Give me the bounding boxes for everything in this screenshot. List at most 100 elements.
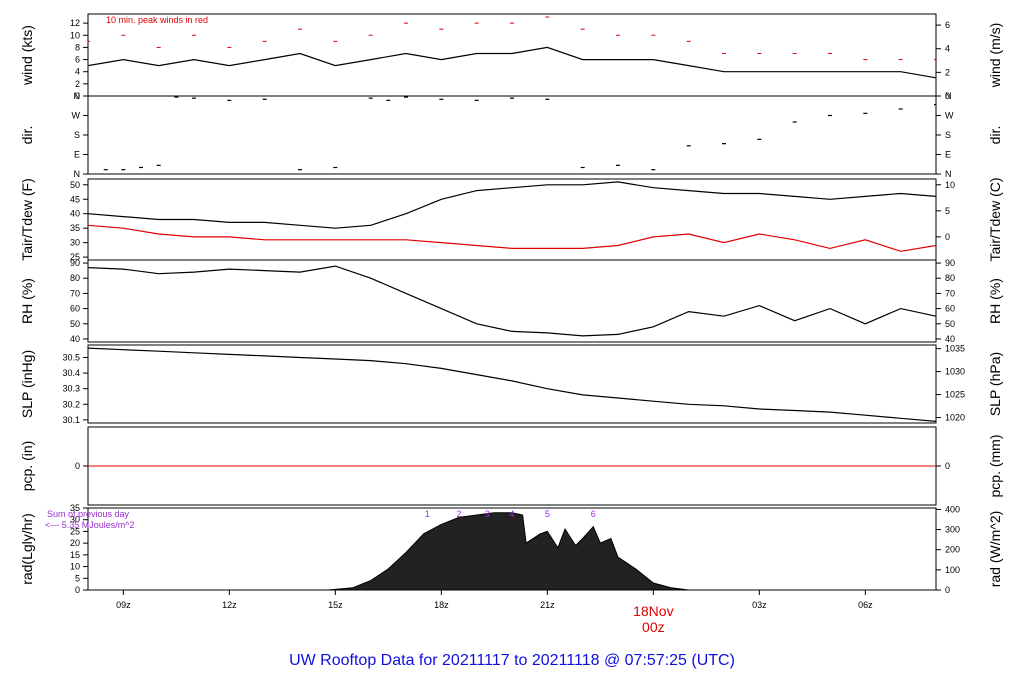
panel-dir-tick-label: N [945,169,952,179]
air-temperature-line [88,181,936,229]
panel-rh-ylabel-left: RH (%) [19,278,35,324]
panel-rad-tick-label: 0 [945,585,950,595]
panel-pcp: pcp. (in) pcp. (mm) 0 0 [19,426,1003,506]
panel-rh-ylabel-right: RH (%) [987,278,1003,324]
panel-slp: SLP (inHg) SLP (hPa) 30.1 30.2 30.3 30.4 30.5 1… [19,344,1003,425]
day-marker-date: 18Nov [633,603,673,619]
panel-slp-ylabel-left: SLP (inHg) [19,350,35,418]
radiation-hour-marker: 5 [545,509,550,519]
panel-rad-tick-label: 25 [70,526,80,536]
panel-temp-tick-label: 40 [70,209,80,219]
panel-slp-tick-label: 1020 [945,412,965,422]
time-tick-label: 15z [328,600,343,610]
panel-temp: Tair/Tdew (F) Tair/Tdew (C) 25 30 35 40 45 50 0 5… [19,177,1003,262]
panel-rad-tick-label: 400 [945,504,960,514]
dewpoint-line [88,224,936,252]
panel-wind-tick-label: 0 [75,91,80,101]
panel-dir-plot [103,96,936,171]
panel-wind-ylabel-right: wind (m/s) [987,23,1003,89]
panel-rh-tick-label: 60 [70,304,80,314]
panel-slp-tick-label: 1030 [945,367,965,377]
panel-rad-tick-label: 5 [75,573,80,583]
radiation-hour-marker: 4 [509,509,514,519]
sea-level-pressure-line [88,347,936,422]
panel-dir-tick-label: S [945,130,951,140]
panel-slp-tick-label: 30.2 [62,399,80,409]
time-tick-label: 03z [752,600,767,610]
footer-title: UW Rooftop Data for 20211117 to 20211118… [289,652,735,669]
panel-rad-tick-label: 35 [70,503,80,513]
panel-temp-tick-label: 10 [945,180,955,190]
panel-dir-ylabel-left: dir. [19,126,35,145]
panel-dir-tick-label: N [945,91,952,101]
panel-rad-tick-label: 200 [945,545,960,555]
panel-rh-frame [87,259,937,343]
panel-temp-tick-label: 45 [70,194,80,204]
day-marker-hour: 00z [642,619,665,635]
radiation-hour-marker: 1 [425,509,430,519]
panel-rad-tick-label: 10 [70,562,80,572]
panel-rad-ylabel-right: rad (W/m^2) [987,511,1003,588]
panel-rh-tick-label: 40 [70,334,80,344]
panel-slp-tick-label: 30.4 [62,368,80,378]
panel-slp-tick-label: 30.5 [62,352,80,362]
panel-rh-tick-label: 70 [70,288,80,298]
panel-pcp-ylabel-right: pcp. (mm) [987,435,1003,498]
time-tick-label: 09z [116,600,131,610]
panel-rh-tick-label: 80 [70,273,80,283]
panel-slp-tick-label: 1035 [945,344,965,354]
panel-wind-tick-label: 2 [75,79,80,89]
panel-wind-ylabel-left: wind (kts) [19,25,35,86]
panel-temp-tick-label: 25 [70,252,80,262]
panel-slp-tick-label: 1025 [945,390,965,400]
time-tick-label: 21z [540,600,555,610]
panel-wind-tick-label: 0 [945,91,950,101]
panel-rh-tick-label: 50 [70,319,80,329]
panel-temp-tick-label: 30 [70,238,80,248]
panel-pcp-tick-label: 0 [75,461,80,471]
panel-rad-tick-label: 300 [945,525,960,535]
panel-wind-frame [87,13,937,97]
panel-rad-tick-label: 20 [70,538,80,548]
panel-rh-tick-label: 70 [945,288,955,298]
peak-wind-note: 10 min. peak winds in red [106,15,208,25]
radiation-sum-value: <--- 5.35 MJoules/m^2 [45,520,135,530]
panel-dir-tick-label: W [945,111,954,121]
panel-rad: rad(Lgly/hr) rad (W/m^2)05101520253035010… [19,503,1003,595]
panel-dir-tick-label: E [74,150,80,160]
panel-wind-tick-label: 4 [75,67,80,77]
panel-rh-tick-label: 40 [945,334,955,344]
panel-temp-tick-label: 35 [70,223,80,233]
wind-speed-line [88,46,936,79]
radiation-hour-marker: 6 [591,509,596,519]
panel-rh: RH (%) RH (%) 40 50 60 70 80 90 40 50 60 70 80 90 [19,258,1003,344]
panel-temp-ylabel-right: Tair/Tdew (C) [987,177,1003,261]
panel-rh-tick-label: 80 [945,273,955,283]
panel-rh-tick-label: 60 [945,304,955,314]
panel-slp-ylabel-right: SLP (hPa) [987,352,1003,416]
panel-slp-plot [88,347,936,422]
panel-rad-tick-label: 0 [75,585,80,595]
panel-dir-tick-label: N [74,169,81,179]
panel-temp-tick-label: 50 [70,180,80,190]
panel-temp-ylabel-left: Tair/Tdew (F) [19,178,35,260]
panel-dir-tick-label: E [945,150,951,160]
panel-wind-tick-label: 4 [945,44,950,54]
panel-wind-tick-label: 2 [945,67,950,77]
panel-dir-tick-label: N [74,91,81,101]
panel-rad-tick-label: 100 [945,565,960,575]
time-tick-label: 06z [858,600,873,610]
panel-rh-tick-label: 90 [945,258,955,268]
panel-wind-tick-label: 8 [75,42,80,52]
panel-rad-tick-label: 15 [70,550,80,560]
radiation-hour-marker: 2 [456,509,461,519]
panel-pcp-ylabel-left: pcp. (in) [19,441,35,492]
panel-wind-tick-label: 6 [75,55,80,65]
panel-wind: wind (kts) wind (m/s) 0 2 4 6 8 10 12 0 2 4 6 10 min.… [19,13,1003,101]
panel-dir-tick-label: W [72,111,81,121]
panel-dir-tick-label: S [74,130,80,140]
radiation-hour-marker: 3 [485,509,490,519]
